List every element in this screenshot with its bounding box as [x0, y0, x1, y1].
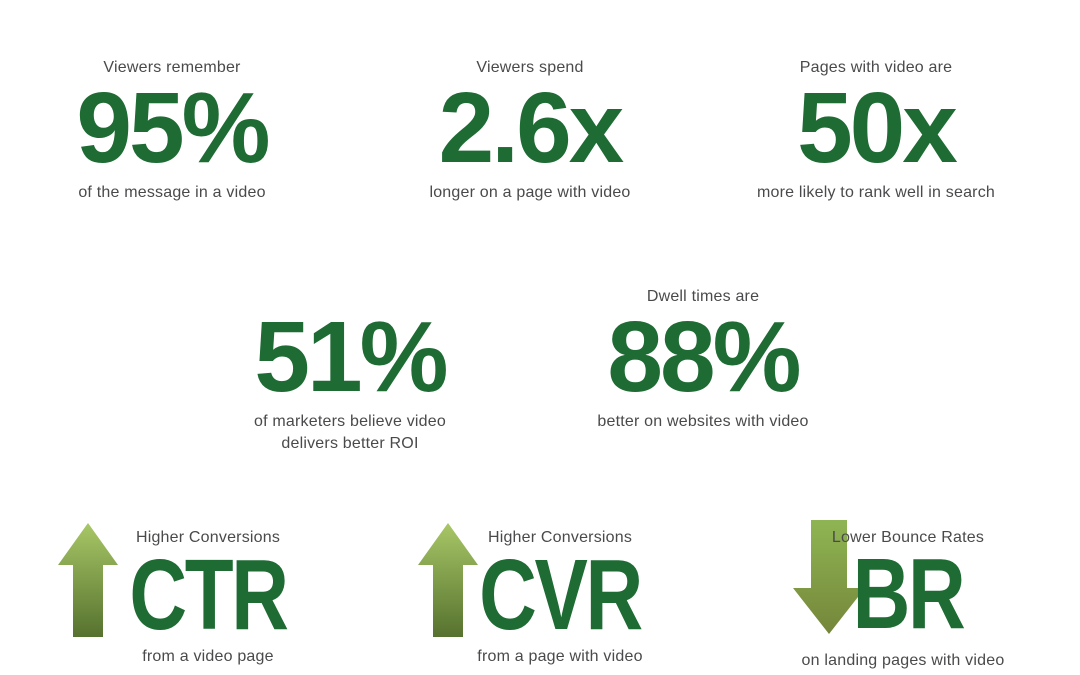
stat-value: 95%: [76, 72, 270, 184]
stat-bottom-label: from a page with video: [477, 648, 643, 665]
stat-top-label: Higher Conversions: [135, 529, 281, 546]
stat-top-label: Dwell times are: [646, 288, 760, 305]
stat-top-label: Lower Bounce Rates: [831, 529, 985, 546]
stat-pages-rank: Pages with video are 50x more likely to …: [726, 58, 1026, 204]
up-arrow-icon: [58, 523, 118, 637]
stat-bottom-label: more likely to rank well in search: [757, 184, 995, 201]
stat-bottom-label: better on websites with video: [597, 413, 809, 430]
stat-top-label: Higher Conversions: [487, 529, 633, 546]
stat-bottom-label: of marketers believe video: [254, 413, 446, 430]
stat-value: BR: [852, 538, 966, 650]
stat-value: 2.6x: [438, 72, 625, 184]
stat-value: 88%: [607, 301, 801, 413]
stat-value: 51%: [254, 301, 448, 413]
stat-top-label: Pages with video are: [799, 59, 953, 76]
stat-bottom-label: of the message in a video: [78, 184, 266, 201]
stat-ctr: Higher Conversions CTR from a video page: [58, 523, 318, 673]
stat-viewers-remember: Viewers remember 95% of the message in a…: [22, 58, 322, 204]
stat-dwell-times: Dwell times are 88% better on websites w…: [553, 287, 853, 433]
stat-top-label: Viewers spend: [476, 59, 584, 76]
stat-marketers-roi: 51% of marketers believe video delivers …: [200, 307, 500, 455]
stat-value: CTR: [129, 539, 289, 651]
stat-br: Lower Bounce Rates BR on landing pages w…: [793, 520, 1023, 675]
stat-bottom-label: from a video page: [142, 648, 274, 665]
stat-viewers-spend: Viewers spend 2.6x longer on a page with…: [380, 58, 680, 204]
stat-top-label: Viewers remember: [103, 59, 241, 76]
up-arrow-icon: [418, 523, 478, 637]
stat-value: CVR: [479, 539, 643, 651]
stat-cvr: Higher Conversions CVR from a page with …: [410, 523, 670, 673]
stat-bottom-label: on landing pages with video: [801, 652, 1005, 669]
stat-value: 50x: [797, 72, 958, 184]
down-arrow-icon: [793, 520, 865, 634]
stat-bottom-label: longer on a page with video: [429, 184, 631, 201]
stat-bottom-label-line2: delivers better ROI: [281, 435, 419, 452]
